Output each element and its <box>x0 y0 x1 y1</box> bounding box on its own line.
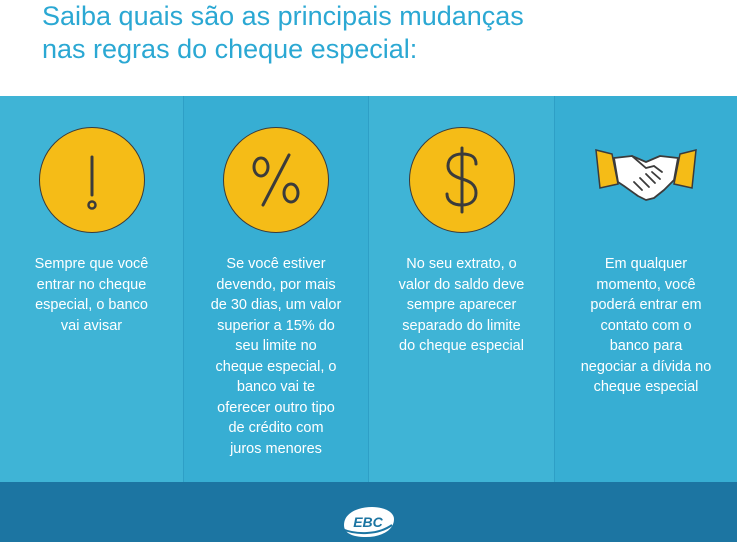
text-line: especial, o banco <box>35 297 148 313</box>
info-columns: Sempre que você entrar no cheque especia… <box>0 96 737 482</box>
column-statement: No seu extrato, o valor do saldo deve se… <box>368 96 554 482</box>
text-line: cheque especial <box>593 379 699 395</box>
text-line: de crédito com <box>228 420 324 436</box>
text-line: do cheque especial <box>399 338 524 354</box>
column-text: Em qualquer momento, você poderá entrar … <box>555 254 737 398</box>
column-text: Sempre que você entrar no cheque especia… <box>0 254 183 336</box>
text-line: superior a 15% do <box>217 317 335 334</box>
text-line: valor do saldo deve <box>398 276 525 293</box>
text-line: juros menores <box>230 440 322 457</box>
text-line: momento, você <box>596 276 696 293</box>
title-line-2: nas regras do cheque especial: <box>42 34 418 64</box>
text-line: Sempre que você <box>34 256 149 272</box>
text-line: devendo, por mais <box>216 276 336 293</box>
svg-text:EBC: EBC <box>353 514 383 530</box>
text-line: negociar a dívida no <box>580 358 712 375</box>
column-alert: Sempre que você entrar no cheque especia… <box>0 96 183 482</box>
page-title: Saiba quais são as principais mudanças n… <box>42 0 524 66</box>
text-line: oferecer outro tipo <box>217 399 335 416</box>
text-line: Em qualquer <box>604 256 688 272</box>
text-line: seu limite no <box>235 338 317 354</box>
dollar-icon <box>408 127 515 233</box>
column-negotiate: Em qualquer momento, você poderá entrar … <box>554 96 737 482</box>
handshake-icon <box>594 146 698 206</box>
column-text: No seu extrato, o valor do saldo deve se… <box>369 254 554 357</box>
percent-icon <box>223 127 329 233</box>
text-line: de 30 dias, um valor <box>210 297 342 313</box>
text-line: Se você estiver <box>226 256 326 272</box>
title-line-1: Saiba quais são as principais mudanças <box>42 1 524 31</box>
text-line: vai avisar <box>60 317 123 334</box>
text-line: sempre aparecer <box>406 297 517 313</box>
text-line: contato com o <box>600 317 692 334</box>
column-interest: Se você estiver devendo, por mais de 30 … <box>183 96 368 482</box>
text-line: No seu extrato, o <box>406 256 517 272</box>
text-line: poderá entrar em <box>590 297 702 313</box>
text-line: banco para <box>609 338 683 354</box>
ebc-logo: EBC <box>338 505 396 539</box>
text-line: separado do limite <box>402 317 521 334</box>
text-line: entrar no cheque <box>36 276 147 293</box>
text-line: banco vai te <box>236 379 316 395</box>
header: Saiba quais são as principais mudanças n… <box>0 0 737 96</box>
text-line: cheque especial, o <box>215 358 337 375</box>
exclamation-icon <box>38 127 145 233</box>
column-text: Se você estiver devendo, por mais de 30 … <box>184 254 368 459</box>
